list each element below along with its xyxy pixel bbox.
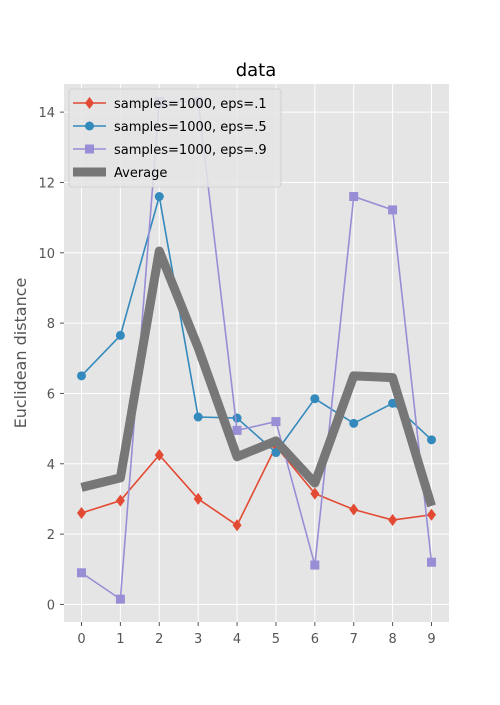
data-point bbox=[388, 514, 398, 527]
x-tick-label: 1 bbox=[116, 632, 124, 647]
data-point bbox=[193, 492, 203, 505]
x-tick-label: 8 bbox=[388, 632, 396, 647]
y-tick-label: 0 bbox=[47, 598, 55, 613]
legend-item: Average bbox=[73, 166, 167, 181]
series-line bbox=[81, 445, 432, 527]
data-point bbox=[349, 418, 359, 428]
y-tick-label: 8 bbox=[47, 317, 55, 332]
series-layer bbox=[77, 97, 436, 604]
data-point bbox=[349, 503, 359, 516]
legend-label: samples=1000, eps=.1 bbox=[114, 97, 267, 112]
legend-label: samples=1000, eps=.5 bbox=[114, 120, 267, 135]
legend: samples=1000, eps=.1 samples=1000, eps=.5… bbox=[68, 88, 282, 188]
x-tick-label: 0 bbox=[77, 632, 85, 647]
data-point bbox=[193, 412, 203, 422]
legend-item: samples=1000, eps=.1 bbox=[73, 97, 267, 112]
legend-box bbox=[68, 88, 282, 188]
data-point bbox=[154, 448, 164, 461]
data-point bbox=[349, 192, 359, 202]
data-point bbox=[77, 506, 86, 519]
x-axis-ticks: 0 1 2 3 4 5 6 7 8 9 bbox=[77, 622, 436, 647]
data-point bbox=[115, 494, 125, 507]
series-line bbox=[80, 195, 433, 454]
y-tick-label: 10 bbox=[38, 247, 55, 262]
data-point bbox=[232, 413, 242, 423]
data-point bbox=[427, 557, 436, 567]
data-point bbox=[115, 594, 125, 604]
legend-item: samples=1000, eps=.9 bbox=[73, 143, 267, 158]
data-point bbox=[388, 205, 398, 215]
x-tick-label: 9 bbox=[427, 632, 435, 647]
legend-item: samples=1000, eps=.5 bbox=[73, 120, 267, 135]
legend-swatch-marker bbox=[85, 144, 94, 154]
y-tick-label: 14 bbox=[38, 106, 55, 121]
data-point bbox=[388, 398, 398, 408]
series-3 bbox=[80, 246, 436, 508]
data-point bbox=[77, 568, 86, 578]
data-point bbox=[232, 519, 242, 532]
data-point bbox=[427, 435, 436, 445]
x-tick-label: 2 bbox=[155, 632, 163, 647]
y-tick-label: 2 bbox=[47, 528, 55, 543]
series-1 bbox=[77, 192, 436, 458]
y-axis-ticks: 0 2 4 6 8 10 12 14 bbox=[38, 106, 64, 613]
data-point bbox=[271, 448, 281, 458]
data-point bbox=[77, 371, 86, 381]
data-point bbox=[427, 508, 436, 521]
x-tick-label: 5 bbox=[272, 632, 280, 647]
legend-swatch-marker bbox=[85, 97, 94, 109]
data-point bbox=[310, 560, 320, 570]
x-tick-label: 7 bbox=[350, 632, 358, 647]
y-axis-label: Euclidean distance bbox=[11, 278, 30, 429]
x-tick-label: 3 bbox=[194, 632, 202, 647]
chart-title: data bbox=[236, 60, 277, 81]
y-tick-label: 12 bbox=[38, 176, 55, 191]
legend-label: Average bbox=[114, 166, 167, 181]
legend-swatch-marker bbox=[85, 121, 94, 131]
average-line bbox=[80, 246, 436, 508]
data-point bbox=[232, 425, 242, 435]
data-point bbox=[154, 192, 164, 202]
data-point bbox=[271, 417, 281, 427]
y-tick-label: 6 bbox=[47, 387, 55, 402]
data-point bbox=[115, 330, 125, 340]
y-tick-label: 4 bbox=[47, 458, 55, 473]
data-point bbox=[310, 487, 320, 500]
data-point bbox=[310, 394, 320, 404]
legend-label: samples=1000, eps=.9 bbox=[114, 143, 267, 158]
x-tick-label: 4 bbox=[233, 632, 241, 647]
x-tick-label: 6 bbox=[311, 632, 319, 647]
